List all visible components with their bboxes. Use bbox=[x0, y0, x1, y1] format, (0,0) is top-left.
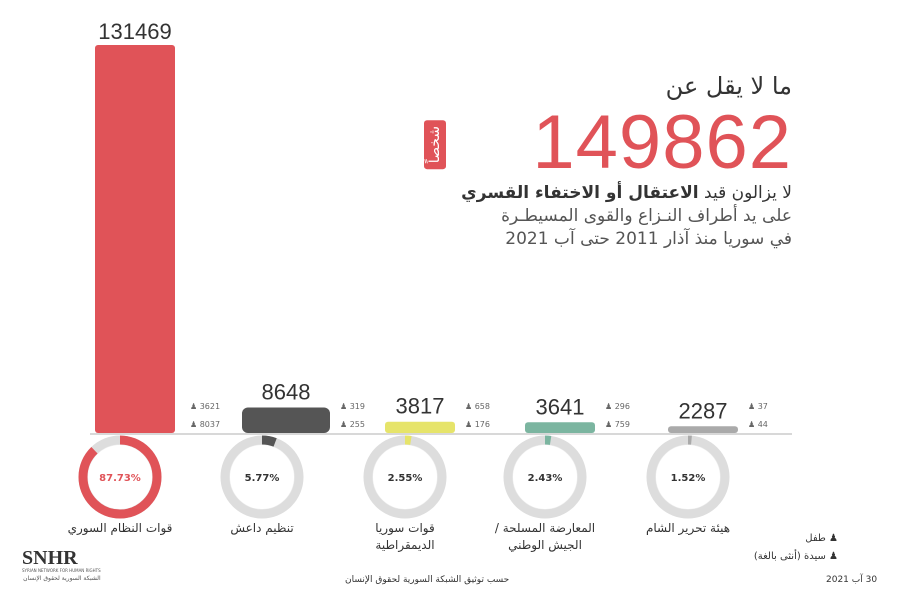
subtitle-pre: لا يزالون قيد bbox=[698, 183, 792, 203]
logo-ar: الشبكة السورية لحقوق الإنسان bbox=[23, 575, 101, 582]
woman-count: ♟ 255 bbox=[340, 420, 365, 429]
donut-slice bbox=[363, 435, 447, 519]
donut-slice bbox=[503, 435, 587, 519]
donut-center bbox=[88, 445, 152, 509]
donut-percent-label: 1.52% bbox=[671, 473, 706, 484]
donut-percent-label: 5.77% bbox=[245, 473, 280, 484]
bar bbox=[242, 407, 330, 433]
donut-center bbox=[656, 445, 720, 509]
category-label: هيئة تحرير الشام bbox=[645, 521, 731, 535]
donut-percent-label: 2.55% bbox=[388, 473, 423, 484]
woman-count: ♟ 8037 bbox=[190, 420, 220, 429]
bar-value-label: 3817 bbox=[396, 394, 445, 419]
donut-center bbox=[373, 445, 437, 509]
bar-value-label: 3641 bbox=[536, 394, 585, 419]
donut-slice bbox=[78, 435, 162, 519]
child-count: ♟ 658 bbox=[465, 402, 490, 411]
woman-icon: ♟ bbox=[829, 551, 838, 562]
subtitle-bold: الاعتقال أو الاختفاء القسري bbox=[461, 183, 699, 203]
legend-child: ♟ طفل bbox=[805, 532, 838, 546]
bar bbox=[525, 422, 595, 433]
legend-woman: ♟ سيدة (أنثى بالغة) bbox=[754, 550, 838, 564]
child-count: ♟ 37 bbox=[748, 402, 768, 411]
subtitle-line-2: على يد أطراف النـزاع والقوى المسيطـرة bbox=[501, 206, 792, 226]
category-label: قوات النظام السوري bbox=[67, 521, 173, 535]
woman-count: ♟ 44 bbox=[748, 420, 768, 429]
date: 30 آب 2021 bbox=[826, 575, 878, 585]
donut-slice bbox=[646, 435, 730, 519]
donut-center bbox=[513, 445, 577, 509]
category-label: المعارضة المسلحة / الجيش الوطني bbox=[494, 521, 596, 552]
bar-value-label: 8648 bbox=[262, 379, 311, 404]
child-count: ♟ 319 bbox=[340, 402, 365, 411]
logo-text: SNHR bbox=[22, 547, 78, 569]
bar bbox=[95, 45, 175, 433]
source-note: حسب توثيق الشبكة السورية لحقوق الإنسان bbox=[345, 575, 510, 585]
child-count: ♟ 296 bbox=[605, 402, 630, 411]
logo-en: SYRIAN NETWORK FOR HUMAN RIGHTS bbox=[22, 568, 101, 573]
bar-value-label: 2287 bbox=[679, 398, 728, 423]
woman-count: ♟ 176 bbox=[465, 420, 490, 429]
donut-percent-label: 2.43% bbox=[528, 473, 563, 484]
snhr-logo: SNHR SYRIAN NETWORK FOR HUMAN RIGHTS الش… bbox=[22, 548, 101, 583]
donut-percent-label: 87.73% bbox=[99, 473, 141, 484]
legend-child-label: طفل bbox=[805, 533, 826, 544]
woman-count: ♟ 759 bbox=[605, 420, 630, 429]
subtitle-line-3: في سوريا منذ آذار 2011 حتى آب 2021 bbox=[505, 229, 792, 249]
donut-slice bbox=[220, 435, 304, 519]
total-count: 149862 bbox=[532, 100, 792, 185]
donut-center bbox=[230, 445, 294, 509]
bar bbox=[385, 421, 455, 433]
intro-line: ما لا يقل عن bbox=[665, 72, 792, 100]
subtitle-line-1: لا يزالون قيد الاعتقال أو الاختفاء القسر… bbox=[461, 182, 792, 204]
category-label: تنظيم داعش bbox=[230, 521, 294, 535]
bar bbox=[668, 426, 738, 433]
category-label: قوات سوريا الديمقراطية bbox=[375, 521, 435, 552]
bar-value-label: 131469 bbox=[98, 19, 171, 44]
child-icon: ♟ bbox=[829, 533, 838, 544]
legend-woman-label: سيدة (أنثى بالغة) bbox=[753, 551, 826, 562]
child-count: ♟ 3621 bbox=[190, 402, 220, 411]
